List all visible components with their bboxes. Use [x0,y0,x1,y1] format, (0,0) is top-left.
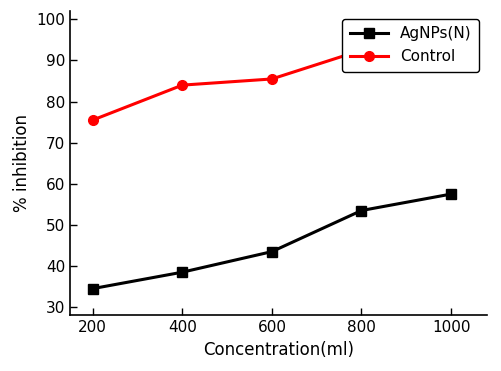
Y-axis label: % inhibition: % inhibition [13,114,31,212]
Control [90,118,96,122]
Line: Control: Control [88,27,455,125]
Legend: AgNPs(N), Control: AgNPs(N), Control [341,19,478,72]
AgNPs(N) [90,286,96,291]
AgNPs(N) [179,270,185,275]
AgNPs(N) [269,249,275,254]
Control [358,48,364,52]
AgNPs(N) [358,208,364,213]
Line: AgNPs(N): AgNPs(N) [88,189,455,293]
AgNPs(N) [447,192,453,196]
Control [179,83,185,87]
X-axis label: Concentration(ml): Concentration(ml) [203,341,353,359]
Control [269,77,275,81]
Control [447,29,453,34]
